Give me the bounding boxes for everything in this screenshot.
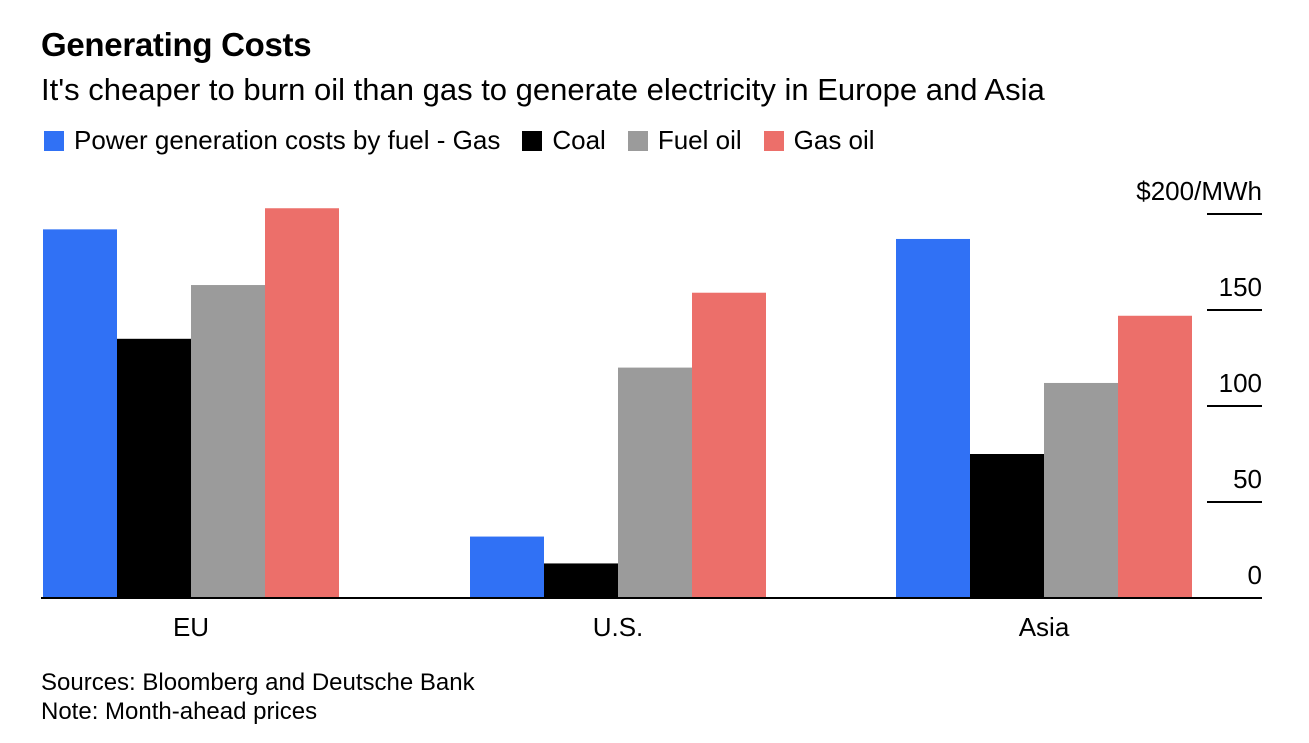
legend-swatch-fuel-oil	[627, 130, 648, 151]
x-tick-label: Asia	[1019, 612, 1070, 642]
bar-asia-gas-oil	[1118, 315, 1192, 598]
footer: Sources: Bloomberg and Deutsche Bank Not…	[41, 668, 475, 726]
chart-subtitle: It's cheaper to burn oil than gas to gen…	[41, 72, 1045, 107]
bar-eu-fuel-oil	[191, 285, 265, 598]
bar-eu-coal	[117, 338, 191, 598]
x-tick-label: EU	[173, 612, 209, 642]
y-tick-label: 100	[1219, 368, 1262, 398]
bar-eu-gas-oil	[265, 208, 339, 599]
bar-us-gas-oil	[692, 292, 766, 598]
legend-label-fuel-oil: Fuel oil	[657, 125, 742, 155]
bar-us-fuel-oil	[618, 367, 692, 598]
bar-eu-gas	[43, 229, 117, 599]
bar-asia-gas	[896, 238, 970, 598]
note-text: Note: Month-ahead prices	[41, 698, 318, 725]
legend-label-coal: Coal	[552, 125, 606, 155]
legend-label-gas: Power generation costs by fuel - Gas	[74, 125, 501, 155]
legend-swatch-coal	[522, 130, 543, 151]
legend: Power generation costs by fuel - Gas Coa…	[44, 125, 897, 156]
y-tick-label: 50	[1233, 464, 1262, 494]
bar-us-coal	[544, 563, 618, 598]
legend-swatch-gas-oil	[763, 130, 784, 151]
legend-item-fuel-oil: Fuel oil	[627, 125, 742, 156]
sources-text: Sources: Bloomberg and Deutsche Bank	[41, 669, 475, 696]
y-tick-label: 150	[1219, 272, 1262, 302]
y-tick-label: 0	[1248, 560, 1262, 590]
legend-item-coal: Coal	[522, 125, 606, 156]
bar-asia-coal	[970, 454, 1044, 598]
y-tick-label: $200/MWh	[1136, 176, 1262, 206]
bar-us-gas	[470, 536, 544, 598]
legend-swatch-gas	[44, 130, 64, 151]
bar-asia-fuel-oil	[1044, 382, 1118, 598]
chart-title: Generating Costs	[41, 26, 312, 63]
legend-item-gas: Power generation costs by fuel - Gas	[44, 125, 500, 156]
legend-item-gas-oil: Gas oil	[763, 125, 875, 156]
x-tick-label: U.S.	[593, 612, 644, 642]
legend-label-gas-oil: Gas oil	[793, 125, 875, 155]
